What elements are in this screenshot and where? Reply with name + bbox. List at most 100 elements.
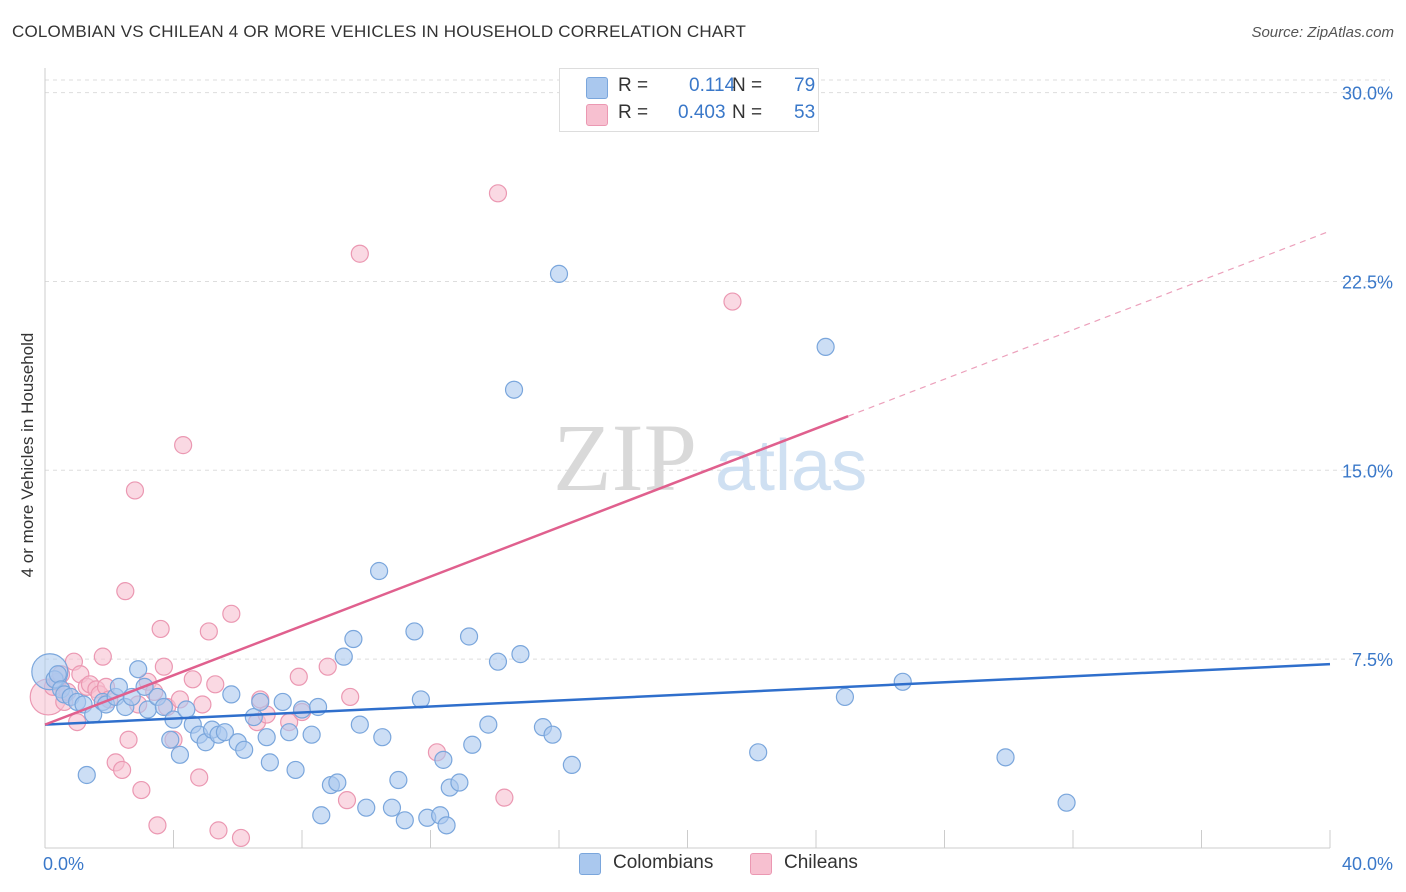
colombian-point: [488, 652, 508, 671]
chilean-point: [190, 768, 209, 787]
x-tick-label: 0.0%: [43, 854, 84, 874]
colombian-point: [382, 798, 402, 817]
colombian-point: [543, 725, 562, 744]
colombian-point: [437, 816, 456, 835]
legend-r-value: 0.114: [689, 75, 736, 96]
chilean-point: [318, 657, 337, 676]
colombian-point: [562, 755, 581, 775]
colombian-point: [459, 627, 479, 646]
colombian-point: [549, 264, 569, 283]
colombian-point: [312, 806, 331, 825]
colombian-point: [479, 715, 498, 734]
colombian-point: [129, 660, 148, 679]
legend-n-value: 53: [794, 102, 816, 123]
legend-r-label: R =: [618, 102, 649, 123]
colombian-point: [893, 672, 912, 691]
legend-r-label: R =: [618, 75, 649, 96]
colombian-point: [292, 700, 312, 719]
colombian-point: [273, 692, 292, 712]
chilean-point: [222, 604, 241, 623]
y-axis-label: 4 or more Vehicles in Household: [18, 332, 37, 578]
colombian-point: [511, 645, 530, 664]
legend-n-label: N =: [732, 102, 763, 123]
chilean-point: [148, 816, 167, 835]
chilean-point: [183, 670, 202, 689]
trend-lines: [44, 230, 1331, 726]
colombians-swatch: [586, 77, 608, 99]
colombian-point: [334, 647, 353, 666]
y-tick-label: 15.0%: [1342, 461, 1393, 481]
legend-n-label: N =: [732, 75, 763, 96]
colombians-swatch: [579, 853, 601, 875]
chilean-point: [199, 622, 218, 641]
source-label: Source: ZipAtlas.com: [1251, 24, 1394, 41]
colombian-point: [389, 770, 408, 790]
chileans-trend-extension: [847, 230, 1331, 417]
chilean-point: [119, 730, 138, 749]
chilean-point: [112, 760, 132, 780]
colombian-point: [161, 730, 180, 749]
correlation-legend: R = 0.114 N = 79 R = 0.403 N = 53: [559, 68, 819, 132]
chart-title: COLOMBIAN VS CHILEAN 4 OR MORE VEHICLES …: [12, 22, 747, 41]
chileans-points: [29, 184, 742, 848]
chileans-trend-line: [44, 414, 849, 726]
colombian-point: [251, 692, 270, 712]
colombian-point: [370, 561, 389, 581]
y-tick-label: 30.0%: [1342, 84, 1393, 104]
colombian-point: [302, 725, 321, 744]
colombian-point: [222, 685, 241, 704]
y-tick-label: 7.5%: [1352, 650, 1393, 670]
chilean-point: [231, 828, 251, 848]
chilean-point: [125, 481, 145, 500]
colombian-point: [154, 697, 173, 717]
watermark-zip: ZIP: [553, 404, 697, 511]
gridlines: [45, 79, 1390, 660]
chilean-point: [193, 695, 212, 714]
chilean-point: [350, 244, 369, 263]
colombian-point: [395, 811, 414, 830]
colombian-point: [328, 773, 347, 792]
colombian-point: [235, 740, 254, 759]
colombian-point: [1057, 793, 1076, 812]
colombian-point: [215, 723, 234, 742]
colombian-point: [286, 760, 305, 780]
chilean-point: [154, 657, 173, 676]
colombian-point: [996, 748, 1015, 767]
colombian-point: [434, 750, 453, 769]
chilean-point: [174, 436, 193, 455]
colombian-point: [373, 728, 392, 747]
colombian-point: [350, 715, 369, 734]
colombian-point: [816, 337, 835, 357]
colombian-point: [77, 765, 96, 785]
chilean-point: [116, 582, 135, 601]
colombian-point: [463, 735, 482, 754]
chilean-point: [337, 791, 357, 810]
axes: [44, 68, 1331, 849]
chileans-swatch: [750, 853, 772, 875]
colombian-point: [344, 629, 363, 649]
colombian-point: [405, 622, 424, 641]
chilean-point: [151, 619, 170, 639]
chilean-point: [495, 788, 514, 807]
x-tick-label: 40.0%: [1342, 854, 1393, 874]
chilean-point: [341, 687, 360, 707]
legend-r-value: 0.403: [678, 102, 726, 123]
colombian-point: [411, 690, 430, 709]
colombian-point: [749, 743, 768, 762]
colombian-point: [450, 773, 469, 792]
colombian-point: [357, 798, 376, 817]
colombian-point: [260, 753, 279, 772]
legend-label-chileans: Chileans: [784, 852, 858, 873]
chilean-point: [289, 667, 308, 686]
chilean-point: [488, 184, 508, 203]
tick-labels: 7.5% 15.0% 22.5% 30.0% 0.0% 40.0%: [43, 84, 1393, 874]
colombian-point: [244, 707, 263, 727]
colombian-point: [504, 380, 524, 399]
colombians-points: [31, 264, 1076, 835]
colombian-point: [835, 687, 855, 707]
colombian-point: [257, 728, 276, 747]
colombians-trend-line: [44, 662, 1331, 726]
chilean-point: [132, 780, 151, 800]
legend-label-colombians: Colombians: [613, 852, 714, 873]
